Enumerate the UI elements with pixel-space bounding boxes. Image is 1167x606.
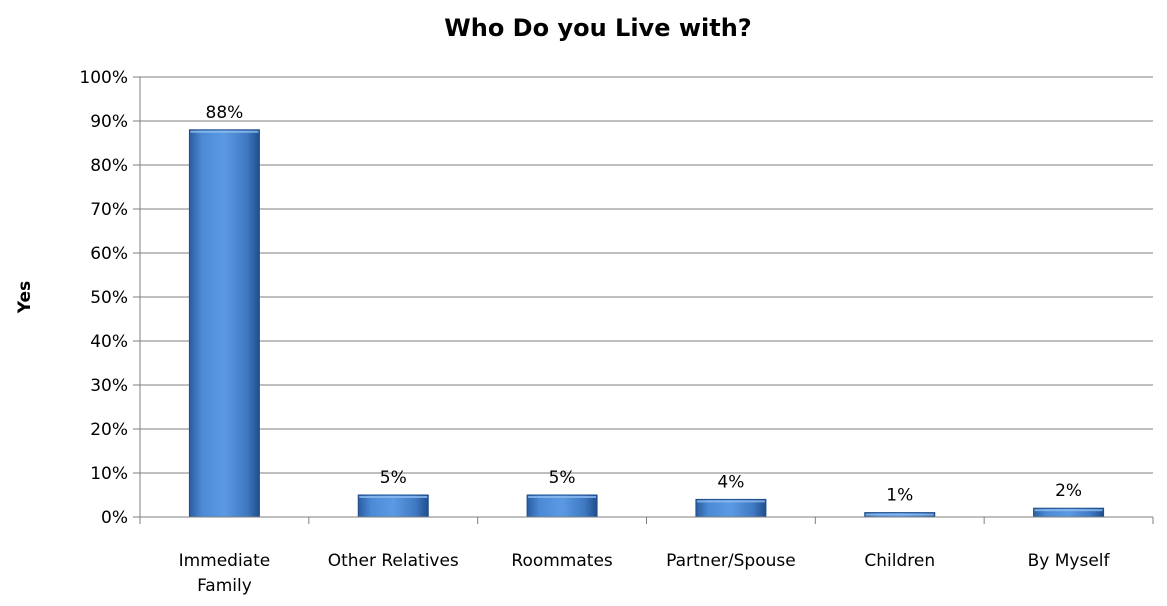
x-category-label: Partner/Spouse xyxy=(666,551,796,571)
y-axis-ticks: 0% 10% 20% 30% 40% 50% 60% 70% 80% 90% 100% xyxy=(79,68,140,528)
y-tick-label: 20% xyxy=(90,420,128,440)
y-tick-label: 90% xyxy=(90,112,128,132)
x-category-label: By Myself xyxy=(1028,551,1111,571)
bar xyxy=(526,494,598,518)
y-tick-label: 40% xyxy=(90,332,128,352)
y-tick-label: 10% xyxy=(90,464,128,484)
y-tick-label: 30% xyxy=(90,376,128,396)
x-category-label: Children xyxy=(864,551,935,571)
y-tick-label: 100% xyxy=(79,68,128,88)
y-tick-label: 60% xyxy=(90,244,128,264)
data-labels: 88% 5% 5% 4% 1% 2% xyxy=(206,103,1083,506)
y-tick-label: 0% xyxy=(101,508,128,528)
axes xyxy=(139,77,1154,524)
data-label: 5% xyxy=(380,468,407,488)
x-axis-categories: Immediate Family Other Relatives Roommates P… xyxy=(179,551,1111,596)
x-category-label: Immediate Family xyxy=(179,551,271,596)
y-axis-label: Yes xyxy=(15,281,35,314)
bar-highlight xyxy=(696,500,765,503)
bar-highlight xyxy=(1034,509,1103,512)
bar-highlight xyxy=(359,496,428,498)
bar xyxy=(357,494,429,518)
data-label: 88% xyxy=(206,103,244,123)
bars xyxy=(188,129,1105,518)
chart-title: Who Do you Live with? xyxy=(444,14,751,42)
y-tick-label: 70% xyxy=(90,200,128,220)
data-label: 5% xyxy=(549,468,576,488)
data-label: 1% xyxy=(886,486,913,506)
y-tick-label: 50% xyxy=(90,288,128,308)
x-category-label: Other Relatives xyxy=(328,551,459,571)
gridlines xyxy=(140,76,1153,474)
data-label: 4% xyxy=(717,472,744,492)
x-category-label: Roommates xyxy=(511,551,613,571)
bar-highlight xyxy=(190,130,259,133)
bar xyxy=(188,129,260,518)
data-label: 2% xyxy=(1055,481,1082,501)
bar-highlight xyxy=(528,496,597,498)
y-tick-label: 80% xyxy=(90,156,128,176)
bar-highlight xyxy=(865,513,934,516)
